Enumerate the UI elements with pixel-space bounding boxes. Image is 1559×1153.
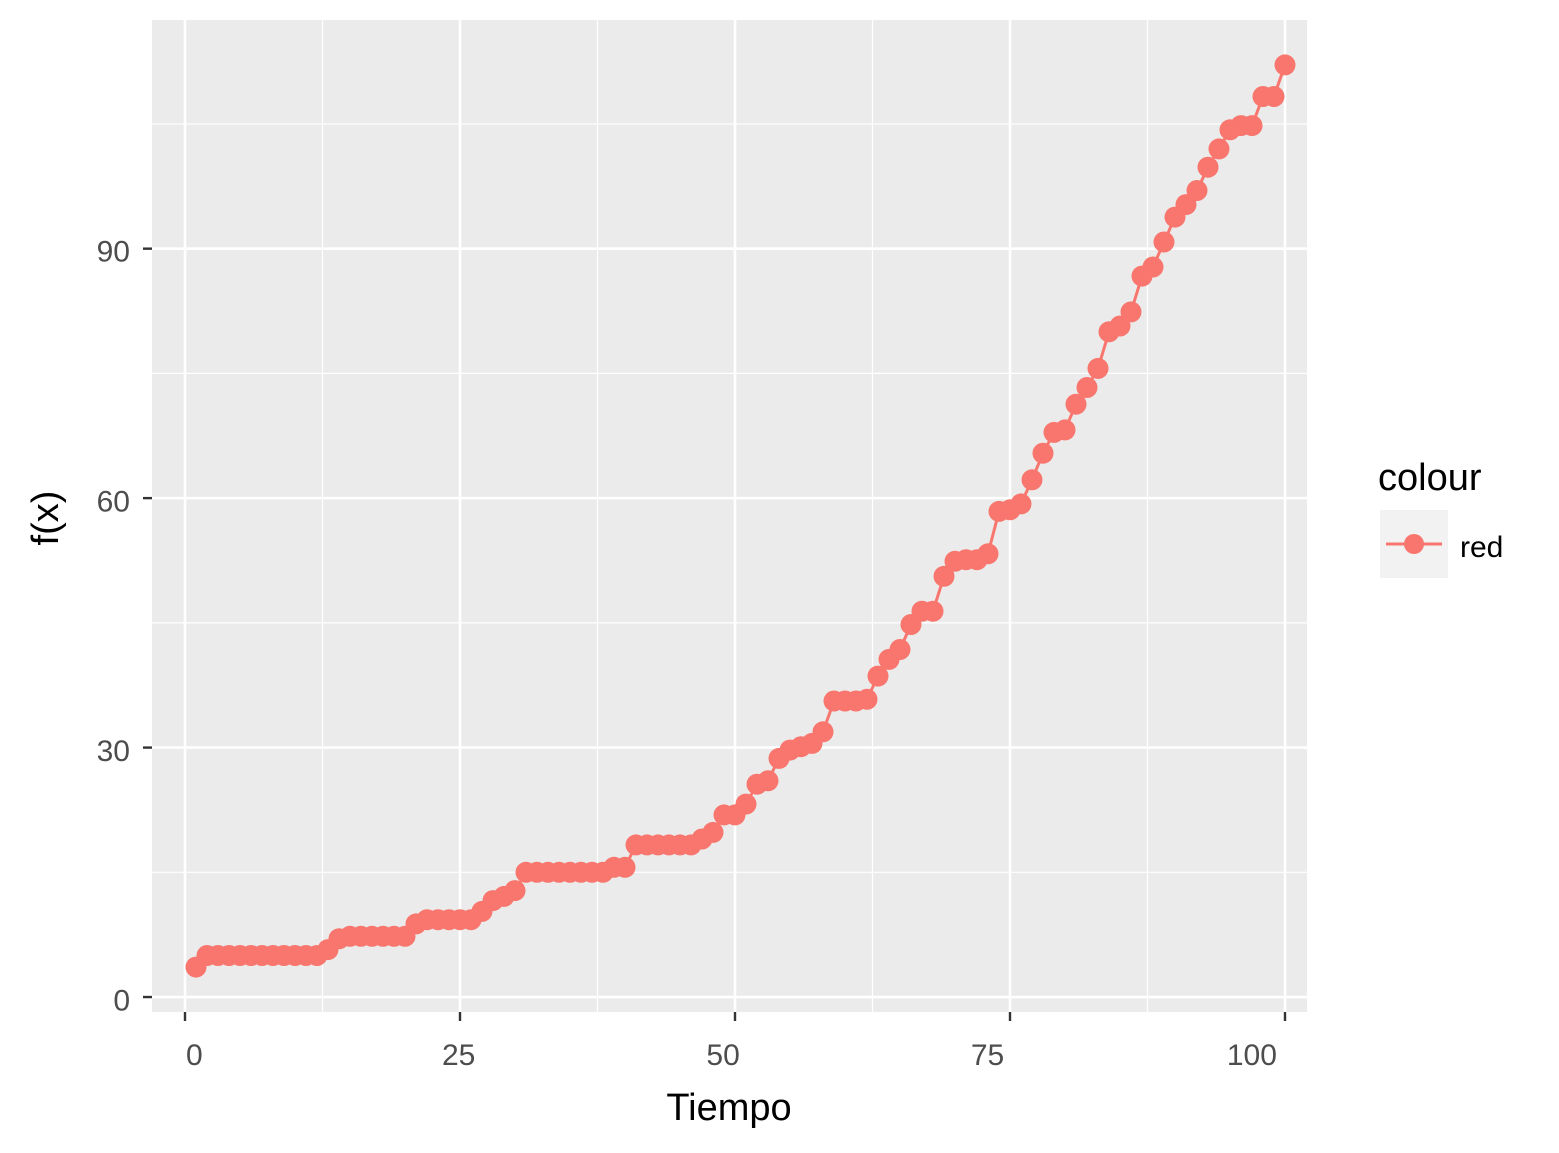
y-tick-label: 60 (97, 485, 130, 518)
data-point (1032, 442, 1054, 464)
data-point (856, 688, 878, 710)
data-point (1208, 138, 1230, 160)
data-point (1263, 86, 1285, 107)
data-point (1142, 256, 1164, 278)
y-tick-label: 0 (113, 985, 130, 1018)
x-tick-label: 75 (971, 1039, 1004, 1072)
data-point (735, 793, 757, 815)
data-point (1120, 301, 1142, 323)
series-layer (185, 54, 1296, 978)
panel-background (152, 20, 1307, 1012)
data-point (702, 821, 724, 843)
data-point (1087, 357, 1109, 379)
data-point (1109, 315, 1131, 337)
data-point (504, 880, 526, 902)
y-tick-label: 30 (97, 735, 130, 768)
y-axis-title: f(x) (25, 491, 67, 546)
legend: colour red (1378, 457, 1503, 578)
data-point (1076, 377, 1098, 398)
data-point (1186, 180, 1208, 201)
data-point (1197, 156, 1219, 178)
data-point (1274, 54, 1296, 76)
legend-key-point (1404, 534, 1424, 554)
x-tick-label: 25 (442, 1039, 475, 1072)
data-point (1010, 493, 1032, 515)
grid-minor (152, 20, 1307, 1012)
x-axis: 0 25 50 75 100 Tiempo (186, 1039, 1277, 1129)
x-tick-label: 50 (706, 1039, 739, 1072)
data-point (1241, 115, 1263, 137)
data-point (812, 721, 834, 743)
data-point (614, 856, 636, 878)
data-point (1065, 393, 1087, 415)
data-point (867, 665, 889, 687)
data-point (889, 639, 911, 660)
x-tick-label: 0 (186, 1039, 203, 1072)
axis-ticks (143, 247, 1287, 1021)
data-point (933, 565, 955, 587)
data-point (1153, 231, 1175, 253)
legend-title: colour (1378, 457, 1482, 499)
data-point (1021, 469, 1043, 491)
legend-label: red (1460, 531, 1503, 564)
y-tick-label: 90 (97, 236, 130, 269)
data-point (1054, 419, 1076, 441)
data-point (757, 770, 779, 792)
x-axis-title: Tiempo (666, 1087, 791, 1129)
data-point (977, 543, 999, 565)
y-axis: 0 30 60 90 f(x) (25, 236, 130, 1018)
x-tick-label: 100 (1227, 1039, 1277, 1072)
grid-major (152, 20, 1307, 1012)
data-point (1175, 194, 1197, 216)
data-point (922, 600, 944, 622)
